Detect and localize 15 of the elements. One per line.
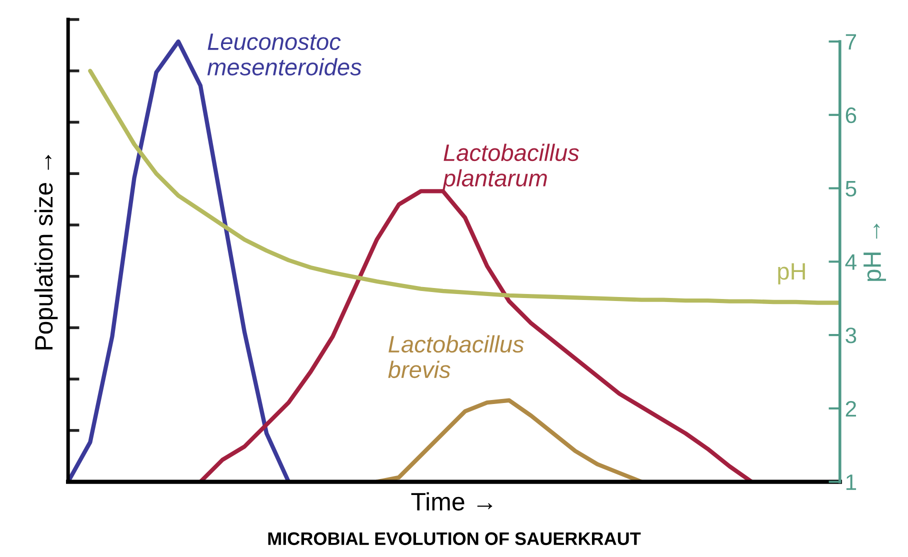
y-axis-title: Population size → (34, 154, 58, 350)
y-axis-title: pH → (864, 224, 886, 281)
y-tick-label: 1 (846, 474, 856, 490)
y-tick-label: 4 (845, 254, 856, 270)
series-label: Lactobacillus plantarum (442, 144, 579, 192)
series-label: Lactobacillus brevis (388, 335, 524, 378)
x-axis-title: Time → (411, 492, 492, 511)
y-tick-label: 3 (846, 328, 856, 344)
y-tick-label: 7 (846, 34, 856, 50)
text: MICROBIAL EVOLUTION OF SAUERKRAUT (268, 532, 641, 546)
y-tick-label: 2 (846, 400, 856, 416)
series-label: pH (778, 263, 805, 284)
y-tick-label: 6 (846, 107, 856, 124)
y-tick-label: 5 (846, 181, 856, 197)
series-label: Leuconostoc mesenteroides (207, 34, 362, 76)
